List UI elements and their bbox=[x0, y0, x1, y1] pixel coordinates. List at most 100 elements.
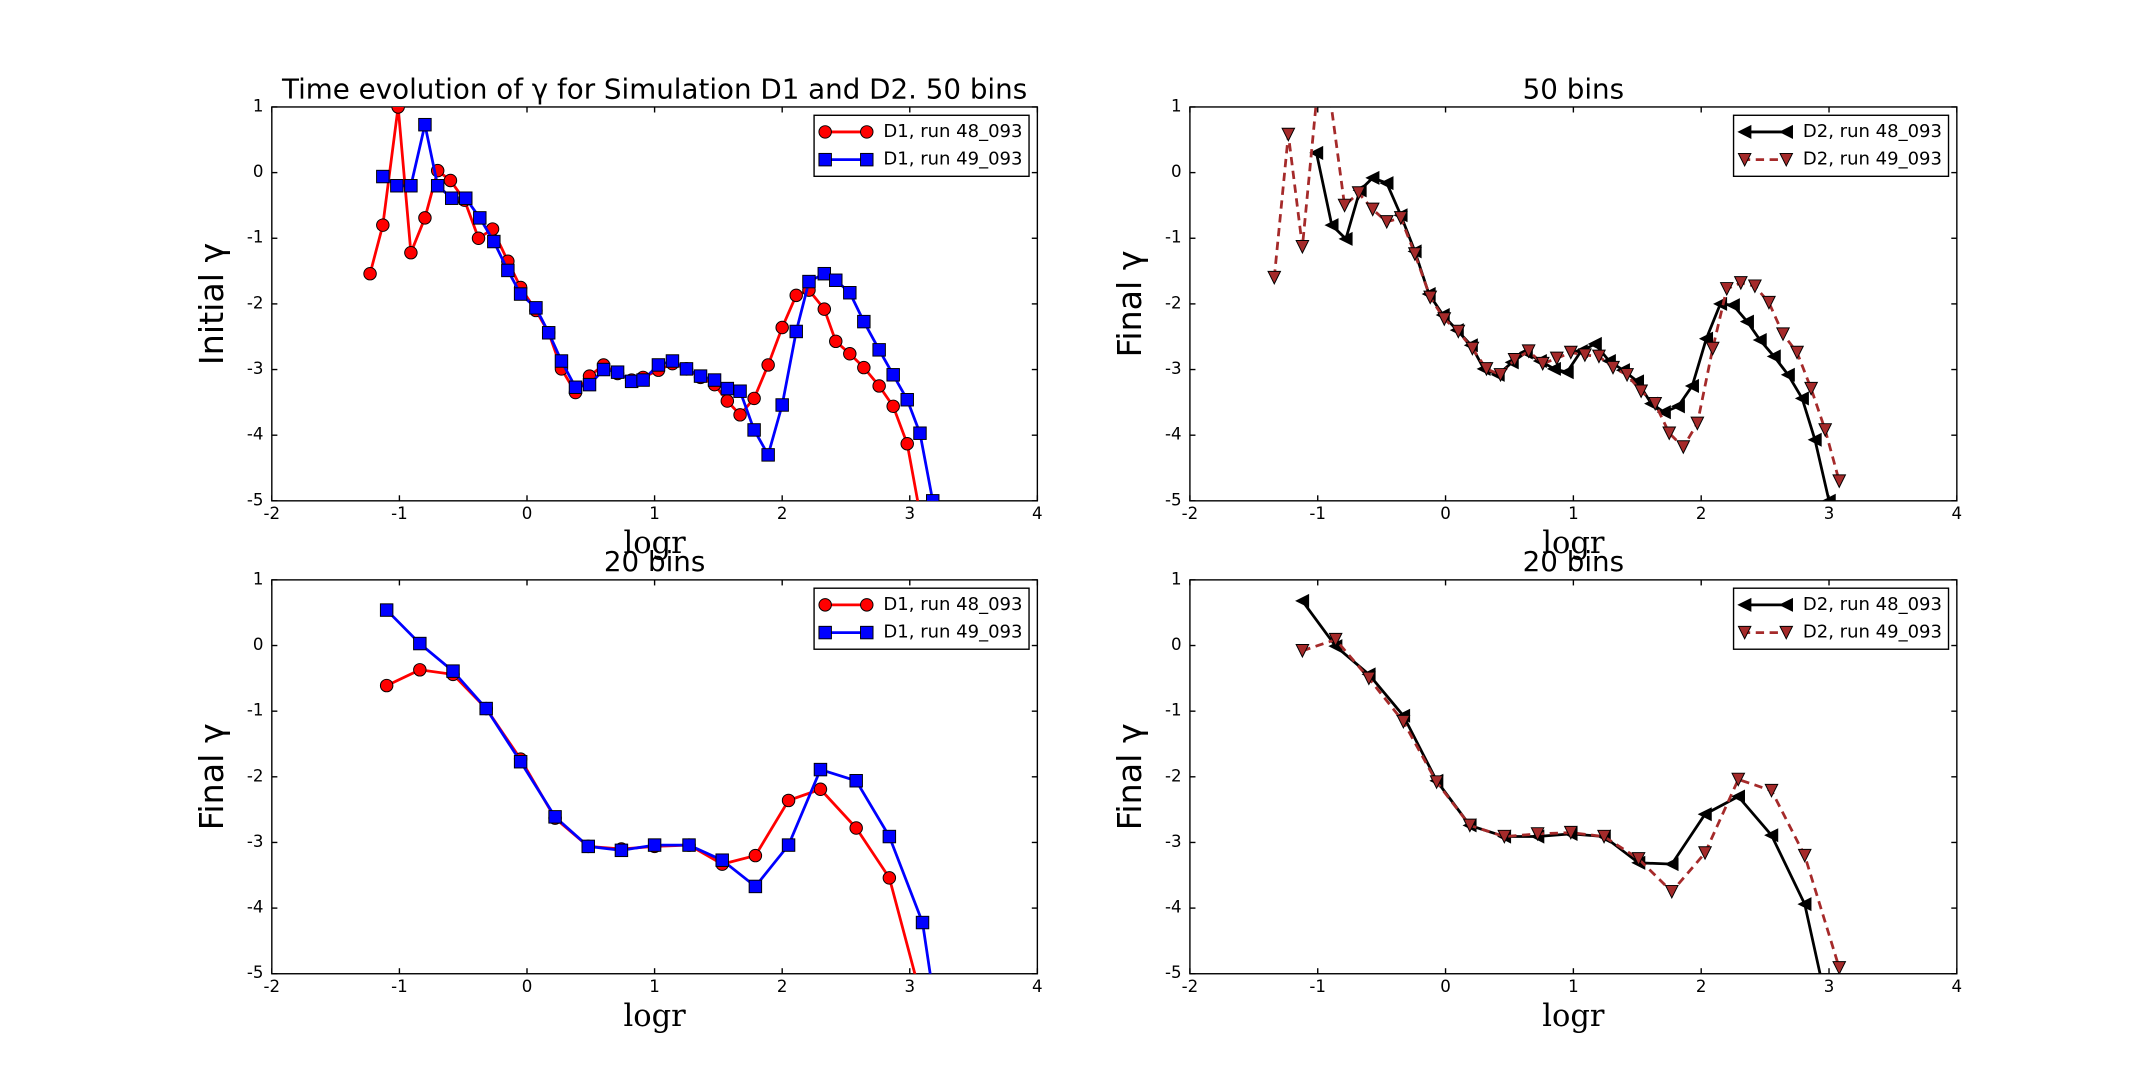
marker bbox=[379, 603, 394, 617]
marker bbox=[707, 373, 722, 387]
y-tick-label: -5 bbox=[247, 490, 264, 509]
marker bbox=[444, 191, 459, 205]
plot-area bbox=[379, 603, 932, 974]
x-axis-label: logr bbox=[1542, 999, 1605, 1034]
y-tick-label: 0 bbox=[253, 635, 264, 654]
marker bbox=[860, 625, 874, 640]
y-tick-label: -2 bbox=[247, 293, 264, 312]
marker bbox=[1648, 396, 1663, 412]
marker bbox=[596, 362, 611, 377]
x-tick-label: 2 bbox=[777, 977, 788, 996]
marker bbox=[915, 915, 930, 930]
x-tick-label: 2 bbox=[777, 504, 788, 523]
marker bbox=[818, 598, 832, 612]
x-tick-label: 1 bbox=[1568, 504, 1579, 523]
y-tick-label: -1 bbox=[1165, 701, 1182, 720]
x-tick-label: 1 bbox=[649, 504, 660, 523]
marker bbox=[900, 393, 914, 407]
legend-label: D2, run 48_093 bbox=[1803, 594, 1942, 615]
marker bbox=[1752, 332, 1767, 348]
legend: D2, run 48_093 D2, run 49_093 bbox=[1732, 114, 1950, 177]
marker bbox=[1546, 361, 1561, 376]
marker bbox=[1423, 290, 1438, 305]
marker bbox=[446, 664, 460, 678]
marker bbox=[1379, 215, 1394, 230]
marker bbox=[1587, 336, 1602, 351]
marker bbox=[413, 663, 427, 677]
x-tick-label: -2 bbox=[264, 504, 281, 523]
marker bbox=[817, 266, 832, 281]
marker bbox=[1549, 351, 1564, 366]
plot-area bbox=[363, 106, 940, 501]
chart-title: 50 bins bbox=[1523, 72, 1624, 105]
y-axis-label: Final γ bbox=[1110, 250, 1149, 357]
y-tick-label: 1 bbox=[1171, 569, 1182, 588]
marker bbox=[1766, 349, 1781, 364]
legend-frame bbox=[1732, 587, 1950, 650]
marker bbox=[479, 701, 493, 716]
marker bbox=[849, 774, 863, 788]
marker bbox=[1597, 829, 1612, 844]
x-tick-label: -2 bbox=[264, 977, 281, 996]
marker bbox=[443, 173, 458, 188]
x-tick-label: 4 bbox=[1032, 504, 1043, 523]
marker bbox=[789, 288, 803, 303]
x-axis-label: logr bbox=[1542, 526, 1605, 561]
marker bbox=[818, 125, 832, 139]
marker bbox=[1295, 644, 1310, 659]
y-tick-label: -3 bbox=[1165, 832, 1182, 851]
marker bbox=[1309, 145, 1324, 160]
y-tick-label: 0 bbox=[1171, 162, 1182, 181]
marker bbox=[1807, 432, 1822, 447]
legend: D1, run 48_093 D1, run 49_093 bbox=[813, 587, 1030, 650]
marker bbox=[513, 287, 528, 301]
marker bbox=[715, 853, 729, 867]
x-tick-label: 3 bbox=[904, 504, 915, 523]
marker bbox=[720, 394, 735, 408]
marker bbox=[1591, 349, 1606, 364]
marker bbox=[1429, 775, 1444, 790]
marker bbox=[610, 365, 625, 379]
marker bbox=[1737, 152, 1752, 167]
marker bbox=[582, 377, 597, 392]
marker bbox=[1451, 324, 1466, 339]
y-tick-label: -3 bbox=[247, 832, 264, 851]
marker bbox=[1670, 399, 1685, 414]
axes: -2 -1 0 1 2 3 4 -5 -4 -3 -2 -1 0 1 20 bins logr Final γ D… bbox=[192, 545, 1043, 1034]
y-tick-label: -4 bbox=[247, 425, 264, 444]
marker bbox=[487, 234, 501, 249]
x-tick-label: 1 bbox=[1568, 977, 1579, 996]
marker bbox=[849, 821, 863, 835]
x-tick-label: 4 bbox=[1952, 977, 1963, 996]
marker bbox=[636, 373, 650, 387]
marker bbox=[1764, 828, 1779, 843]
chart-title: 20 bins bbox=[1523, 545, 1624, 578]
marker bbox=[473, 211, 487, 225]
marker bbox=[761, 448, 775, 462]
marker bbox=[1747, 279, 1762, 294]
y-tick-label: 0 bbox=[1171, 635, 1182, 654]
marker bbox=[1437, 312, 1452, 327]
marker bbox=[1690, 416, 1705, 431]
marker bbox=[1775, 327, 1791, 342]
marker bbox=[1507, 352, 1522, 368]
marker bbox=[1737, 597, 1752, 612]
marker bbox=[818, 625, 832, 640]
marker bbox=[860, 125, 874, 139]
marker bbox=[1365, 202, 1380, 217]
marker bbox=[817, 302, 832, 316]
y-axis-label: Initial γ bbox=[192, 243, 231, 365]
marker bbox=[1462, 818, 1477, 833]
marker bbox=[548, 810, 562, 824]
marker bbox=[1281, 127, 1296, 142]
marker bbox=[789, 324, 803, 339]
marker bbox=[761, 358, 775, 372]
y-tick-label: -5 bbox=[1165, 963, 1182, 982]
marker bbox=[926, 494, 940, 501]
x-tick-label: -1 bbox=[1309, 977, 1326, 996]
y-axis-label: Final γ bbox=[1110, 723, 1149, 830]
marker bbox=[682, 838, 696, 852]
marker bbox=[529, 301, 543, 315]
x-tick-label: 3 bbox=[1824, 977, 1835, 996]
